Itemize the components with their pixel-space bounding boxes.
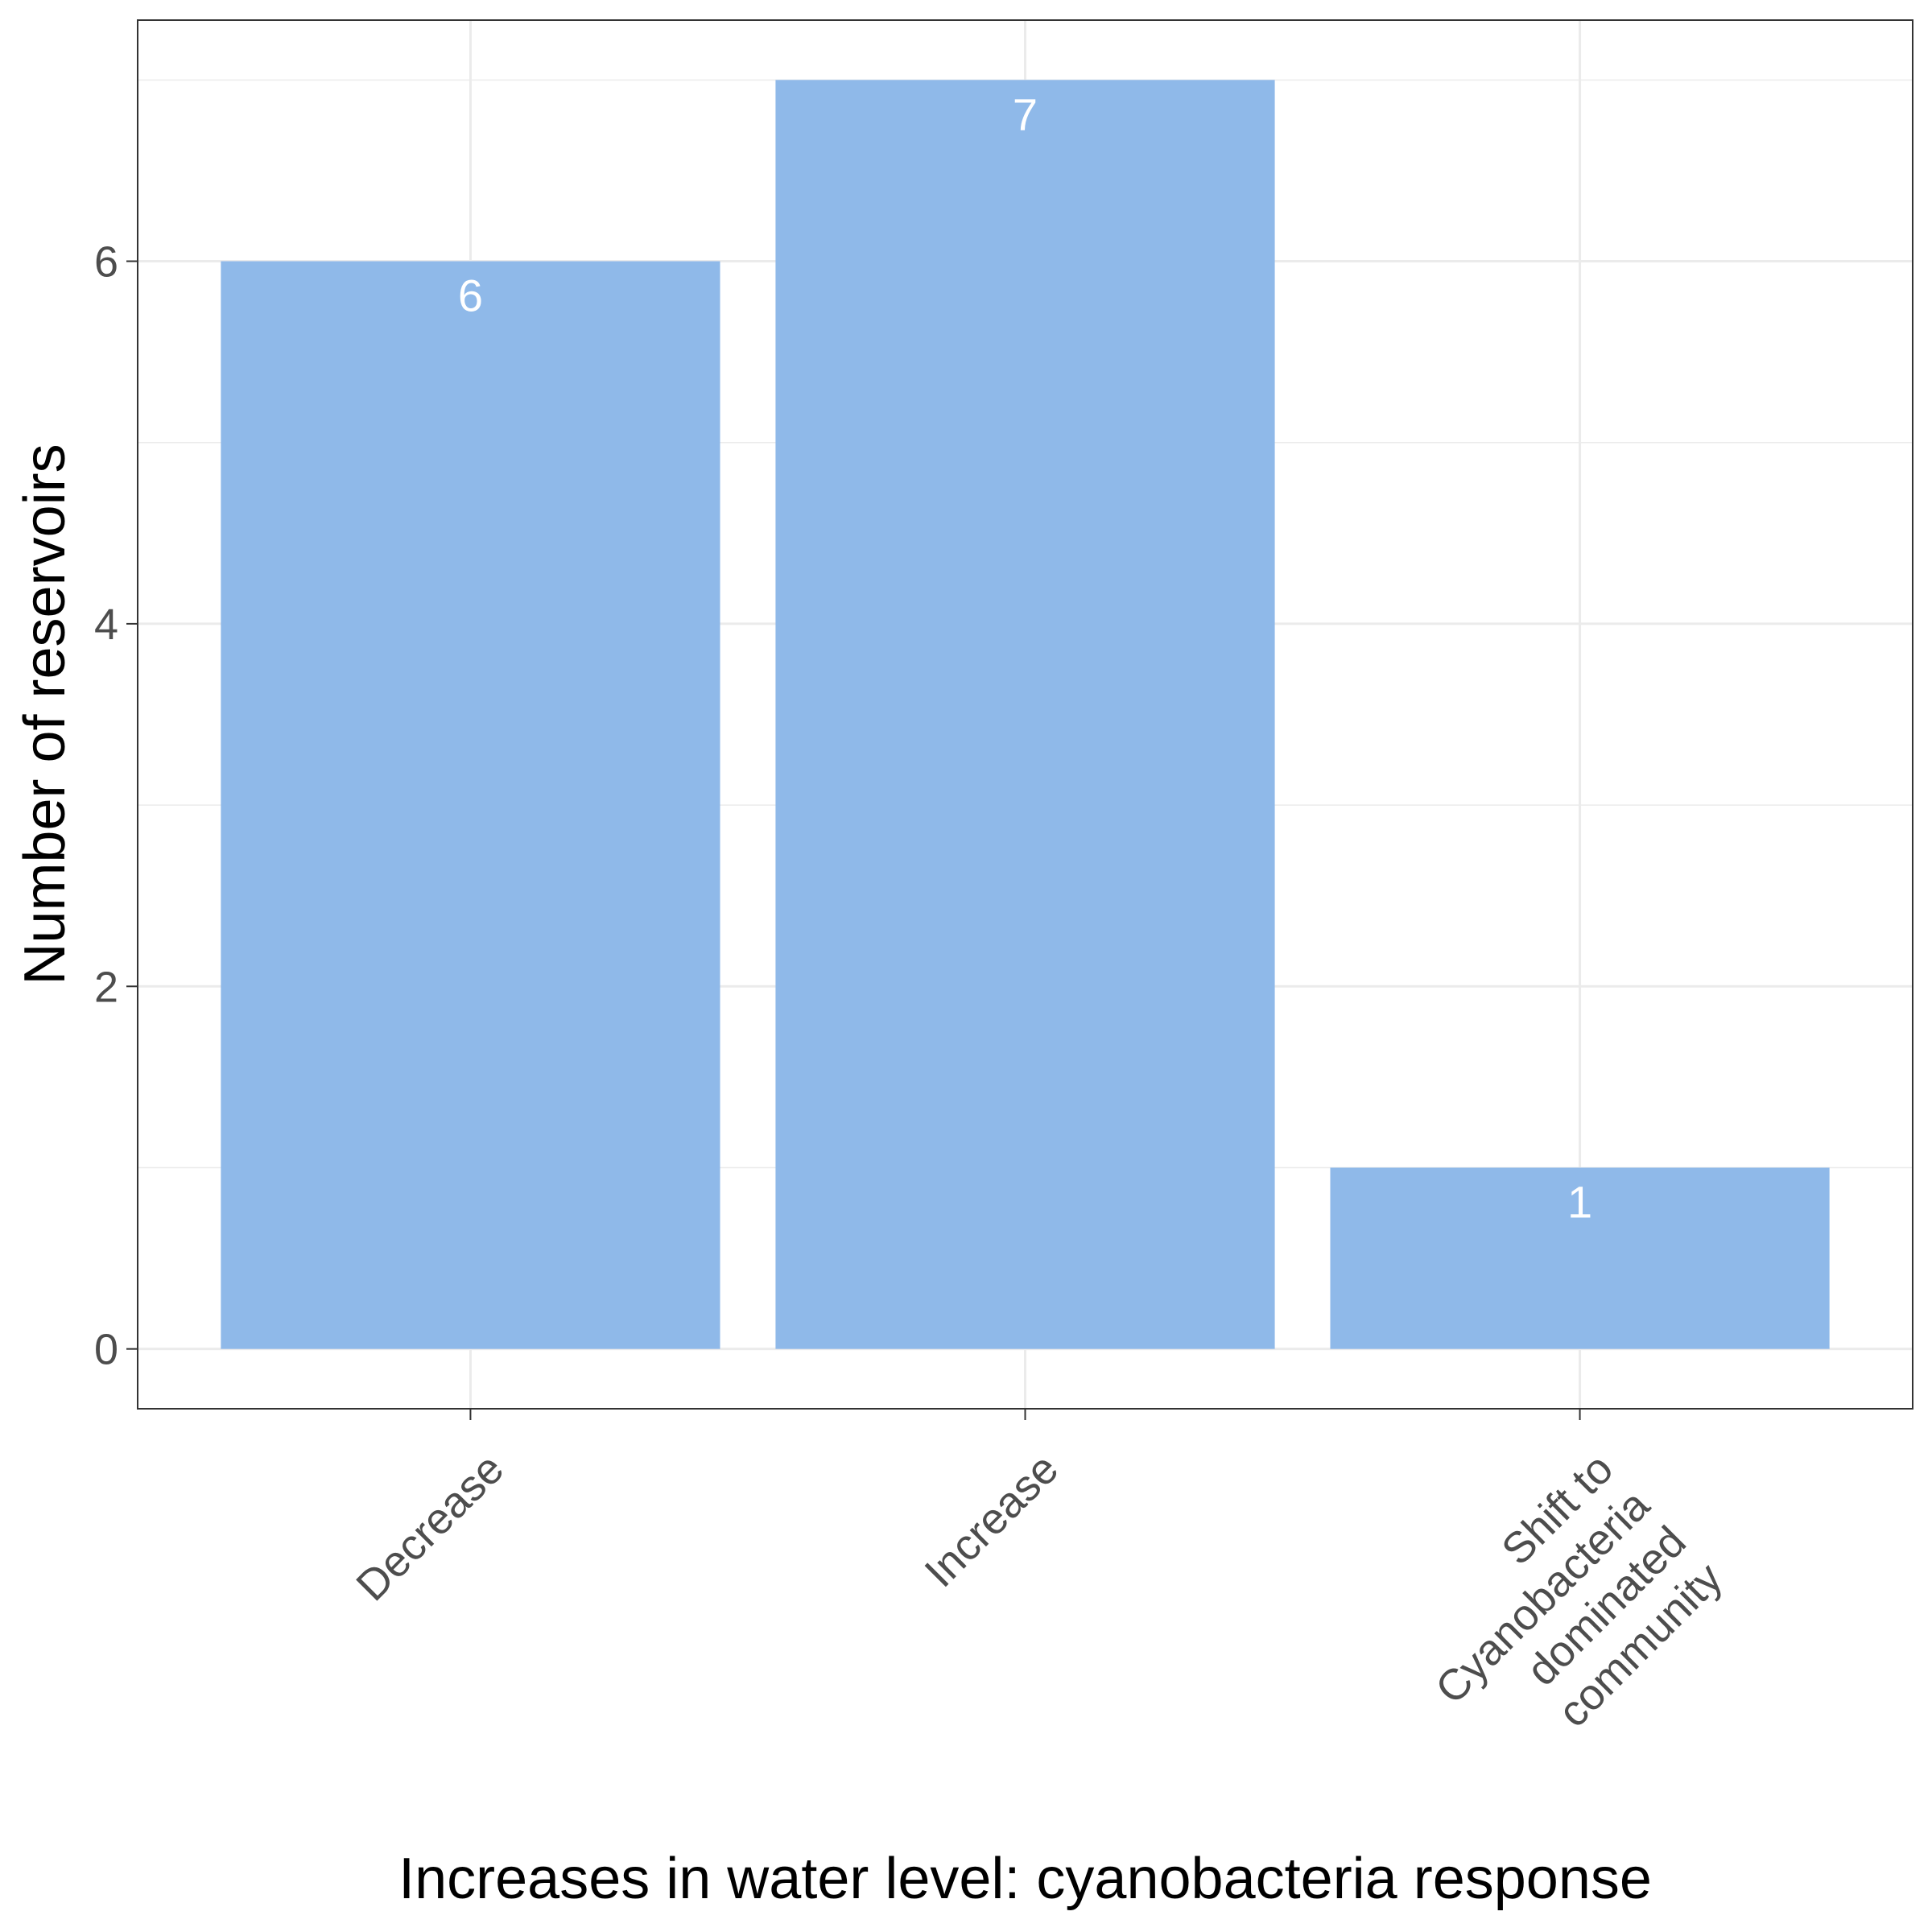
data-label-2: 7 bbox=[1013, 89, 1038, 139]
x-tick-label-line: Increase bbox=[915, 1444, 1067, 1596]
y-tick-label: 0 bbox=[94, 1326, 118, 1374]
bars bbox=[221, 80, 1830, 1349]
x-axis-title: Increases in water level: cyanobacteria … bbox=[398, 1847, 1652, 1911]
y-axis-ticks: 0 2 4 6 bbox=[94, 238, 138, 1374]
x-tick-label: Increase bbox=[915, 1444, 1067, 1596]
data-label-3: 1 bbox=[1567, 1176, 1592, 1227]
bar-2 bbox=[775, 80, 1275, 1349]
y-tick-label: 4 bbox=[94, 601, 118, 649]
y-tick-label: 6 bbox=[94, 238, 118, 287]
y-tick-label: 2 bbox=[94, 963, 118, 1011]
bar-3 bbox=[1330, 1167, 1830, 1349]
data-labels: 6 7 1 bbox=[458, 89, 1592, 1227]
x-tick-label: Decrease bbox=[347, 1444, 513, 1610]
x-tick-label-line: Decrease bbox=[347, 1444, 513, 1610]
y-axis-title: Number of reservoirs bbox=[13, 444, 77, 985]
bar-1 bbox=[221, 261, 720, 1349]
x-axis-ticks: Decrease Increase Shift toCyanobacteriadom… bbox=[347, 1409, 1732, 1786]
x-tick-label: Shift toCyanobacteriadominatedcommunity bbox=[1390, 1444, 1732, 1786]
data-label-1: 6 bbox=[458, 270, 483, 321]
